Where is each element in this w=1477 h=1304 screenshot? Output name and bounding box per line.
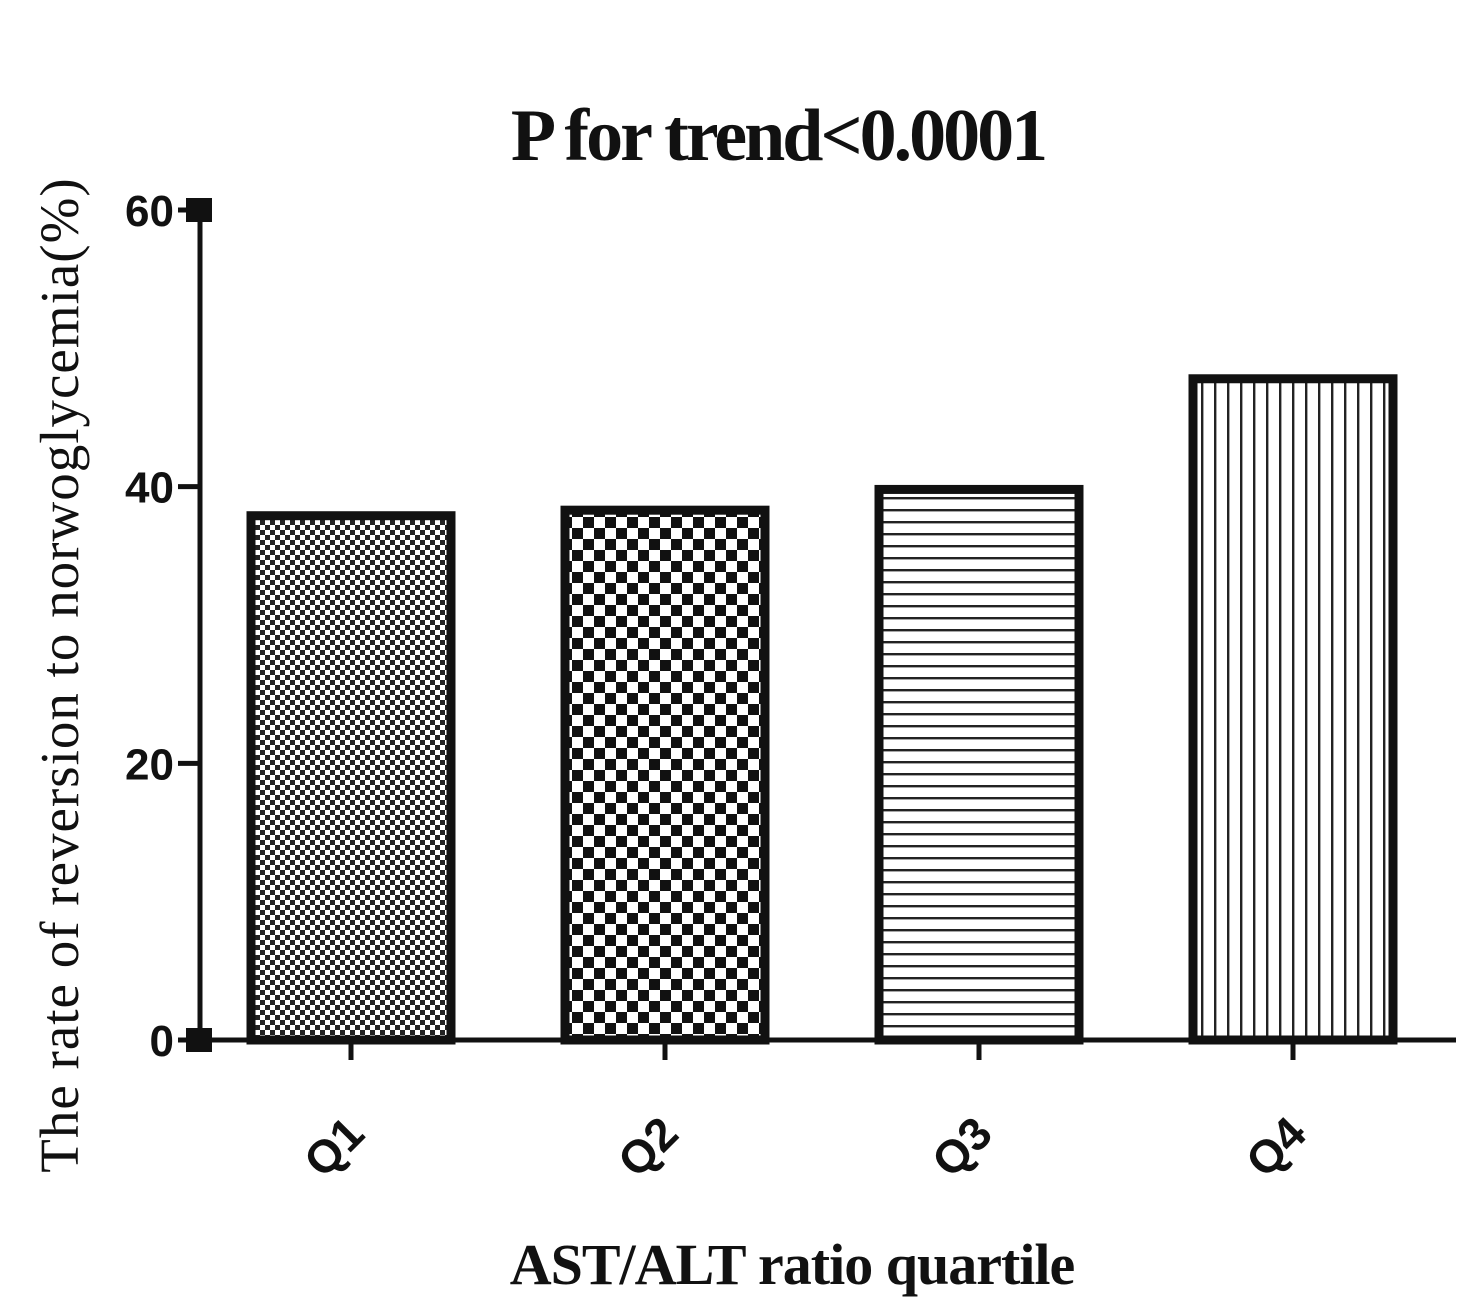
x-axis: Q1 Q2 Q3 Q4 [186,1037,1456,1187]
chart-title: P for trend<0.0001 [511,95,1045,177]
bar-q2 [560,505,770,1045]
bar-q1 [246,511,456,1045]
y-tick-label: 0 [150,1017,174,1066]
y-axis-end-cap [186,198,212,222]
bar-q4 [1188,374,1398,1045]
y-tick-label: 20 [125,740,174,789]
x-tick-label: Q3 [922,1107,1002,1187]
x-tick-label: Q4 [1236,1106,1316,1186]
y-axis-label: The rate of reversion to norwoglycemia(%… [29,177,90,1172]
y-tick-label: 40 [125,464,174,513]
y-axis: 0 20 40 60 [125,187,212,1066]
x-tick-label: Q2 [608,1107,688,1187]
x-tick-label: Q1 [294,1107,374,1187]
y-tick-label: 60 [125,187,174,236]
x-axis-label: AST/ALT ratio quartile [510,1232,1075,1297]
bar-q3 [874,484,1084,1045]
bars [246,374,1398,1045]
